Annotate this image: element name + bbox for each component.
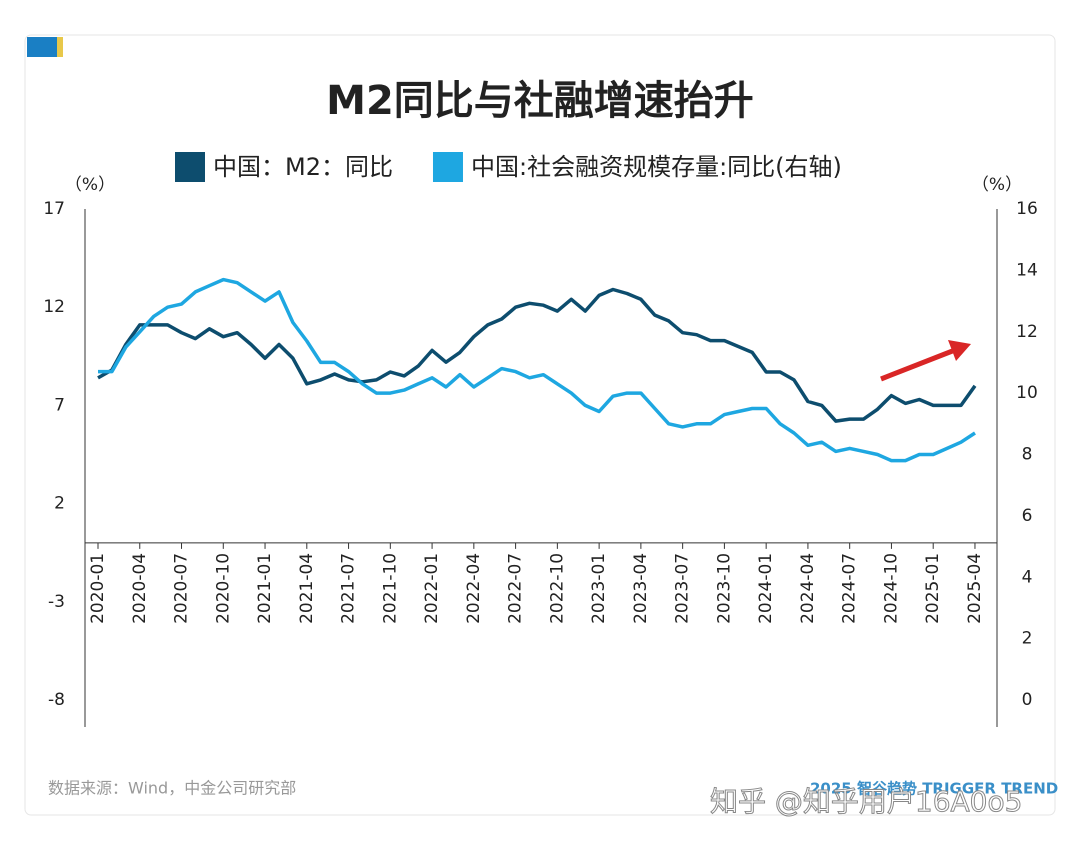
y2-tick-label: 16 [1016,199,1038,219]
x-tick-label: 2023-10 [714,553,734,624]
x-tick-label: 2022-01 [422,553,442,624]
x-tick-label: 2024-07 [840,553,860,624]
x-tick-label: 2020-01 [88,553,108,624]
x-tick-label: 2022-10 [547,553,567,624]
y-tick-label: 12 [43,297,65,317]
x-tick-label: 2022-04 [464,553,484,624]
x-tick-label: 2023-07 [673,553,693,624]
y-tick-label: 17 [43,199,65,219]
x-tick-label: 2021-01 [255,553,275,624]
y2-tick-label: 4 [1022,567,1033,587]
y2-tick-label: 12 [1016,322,1038,342]
corner-mark-accent [57,37,63,57]
x-tick-label: 2023-01 [589,553,609,624]
y-tick-label: 2 [54,494,65,514]
legend-swatch [175,152,205,182]
y-tick-label: -8 [48,690,65,710]
y-unit: （%） [65,175,115,195]
x-tick-label: 2025-04 [965,553,985,624]
x-tick-label: 2025-01 [923,553,943,624]
x-tick-label: 2021-07 [339,553,359,624]
x-tick-label: 2020-04 [130,553,150,624]
x-tick-label: 2021-04 [297,553,317,624]
watermark: 知乎 @知乎用户16A0o5 [710,785,1022,818]
x-tick-label: 2024-01 [756,553,776,624]
x-tick-label: 2020-10 [213,553,233,624]
y2-tick-label: 10 [1016,383,1038,403]
series-line [97,287,977,423]
x-tick-label: 2024-10 [881,553,901,624]
trend-arrow [880,340,971,382]
y-tick-label: 7 [54,395,65,415]
y2-tick-label: 6 [1022,506,1033,526]
y2-unit: （%） [972,175,1022,195]
x-tick-label: 2021-10 [380,553,400,624]
x-tick-label: 2023-04 [631,553,651,624]
x-tick-label: 2022-07 [506,553,526,624]
y-tick-label: -3 [48,592,65,612]
y2-tick-label: 0 [1022,690,1033,710]
card [24,34,1056,816]
corner-mark [27,37,57,57]
x-tick-label: 2020-07 [172,553,192,624]
chart-title: M2同比与社融增速抬升 [326,78,754,124]
source-note: 数据来源：Wind，中金公司研究部 [48,779,296,798]
y2-tick-label: 14 [1016,260,1038,280]
logo: 2025 智谷趋势 TRIGGER TREND [810,780,1058,798]
x-tick-label: 2024-04 [798,553,818,624]
series-line [98,277,976,463]
legend-label: 中国:社会融资规模存量:同比(右轴) [471,153,842,181]
legend-swatch [432,152,463,182]
legend-label: 中国：M2：同比 [213,153,393,181]
y2-tick-label: 2 [1022,629,1033,649]
y2-tick-label: 8 [1022,445,1033,465]
